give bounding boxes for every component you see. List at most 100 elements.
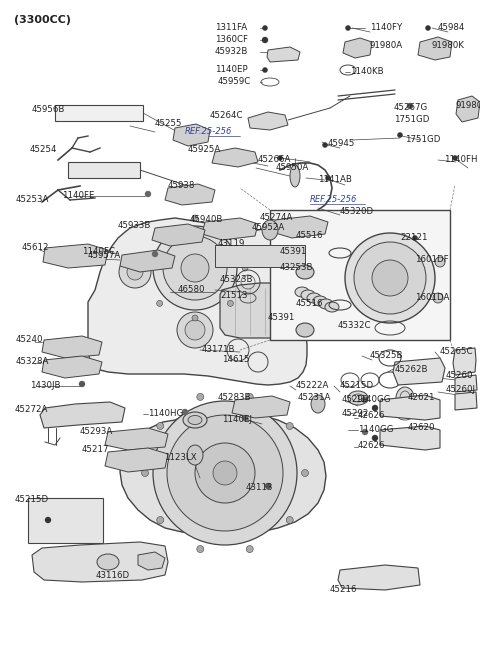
Circle shape [433, 293, 443, 303]
Text: 45933B: 45933B [118, 221, 151, 230]
Text: 45272A: 45272A [15, 406, 48, 415]
Text: 45320D: 45320D [340, 208, 374, 217]
Text: 45253A: 45253A [16, 195, 49, 204]
Circle shape [246, 545, 253, 553]
Text: 21513: 21513 [220, 292, 248, 300]
Text: 45283B: 45283B [218, 393, 252, 402]
Polygon shape [380, 426, 440, 450]
Circle shape [262, 37, 268, 43]
Circle shape [263, 67, 267, 72]
Polygon shape [232, 396, 290, 418]
Circle shape [119, 256, 151, 288]
Circle shape [397, 133, 403, 138]
Circle shape [435, 257, 445, 267]
Circle shape [346, 25, 350, 30]
Circle shape [163, 236, 227, 300]
Text: 45216: 45216 [330, 586, 358, 595]
Ellipse shape [290, 165, 300, 187]
Ellipse shape [295, 287, 309, 297]
Circle shape [362, 429, 368, 435]
Text: 43116D: 43116D [96, 571, 130, 580]
Ellipse shape [188, 415, 202, 424]
Ellipse shape [296, 323, 314, 337]
Text: 45267G: 45267G [394, 104, 428, 113]
Text: 43171B: 43171B [202, 345, 236, 355]
Ellipse shape [313, 296, 327, 306]
Circle shape [127, 264, 143, 280]
Circle shape [167, 415, 283, 531]
Polygon shape [138, 552, 165, 570]
Ellipse shape [187, 445, 203, 465]
Text: 45215D: 45215D [15, 496, 49, 505]
Text: 45957A: 45957A [88, 252, 121, 261]
Bar [215, 245, 305, 267]
Text: 43113: 43113 [246, 483, 274, 492]
Polygon shape [220, 283, 310, 338]
Circle shape [412, 236, 418, 241]
Circle shape [425, 25, 431, 30]
Text: 45260J: 45260J [446, 386, 476, 395]
Text: 45516: 45516 [296, 230, 324, 239]
Circle shape [181, 254, 209, 282]
Ellipse shape [296, 265, 314, 279]
Text: 1311FA: 1311FA [215, 23, 247, 32]
Text: 45266A: 45266A [258, 155, 291, 164]
Polygon shape [455, 375, 477, 392]
Text: 45255: 45255 [155, 120, 182, 129]
Polygon shape [456, 96, 480, 122]
Circle shape [156, 300, 163, 307]
Ellipse shape [97, 554, 119, 570]
Text: 91980K: 91980K [432, 41, 465, 50]
Text: 1140EP: 1140EP [215, 65, 248, 74]
Polygon shape [380, 395, 440, 420]
Polygon shape [453, 348, 476, 375]
Circle shape [197, 545, 204, 553]
Text: 1751GD: 1751GD [394, 116, 430, 124]
Circle shape [453, 155, 457, 160]
Polygon shape [267, 47, 300, 62]
Polygon shape [120, 250, 175, 272]
Text: 1360CF: 1360CF [215, 36, 248, 45]
Circle shape [323, 142, 327, 148]
Circle shape [242, 265, 248, 271]
Polygon shape [105, 448, 168, 472]
Text: 45516: 45516 [296, 300, 324, 309]
Text: 1140FC: 1140FC [82, 248, 115, 256]
Ellipse shape [325, 302, 339, 312]
Bar [68, 162, 140, 178]
Text: 45293A: 45293A [80, 428, 113, 437]
Circle shape [185, 320, 205, 340]
Circle shape [213, 461, 237, 485]
Text: 1141AB: 1141AB [318, 175, 352, 184]
Text: 45260: 45260 [446, 371, 473, 380]
Circle shape [345, 233, 435, 323]
Text: 45612: 45612 [22, 243, 49, 252]
Text: 45950A: 45950A [276, 164, 309, 173]
Circle shape [301, 470, 309, 476]
Text: 45956B: 45956B [32, 105, 65, 115]
Circle shape [277, 155, 283, 160]
Text: 43119: 43119 [218, 239, 245, 248]
Text: 45217: 45217 [82, 446, 109, 454]
Text: 1751GD: 1751GD [405, 135, 440, 144]
Text: 1601DA: 1601DA [415, 294, 449, 303]
Text: 45215D: 45215D [340, 380, 374, 389]
Text: 1140GG: 1140GG [355, 395, 391, 404]
Circle shape [153, 401, 297, 545]
Text: 45391: 45391 [280, 248, 307, 256]
Text: 45240: 45240 [16, 336, 44, 344]
Text: 91980L: 91980L [456, 100, 480, 109]
Polygon shape [88, 212, 318, 385]
Text: 45222A: 45222A [296, 380, 329, 389]
Polygon shape [152, 224, 205, 246]
Text: 1601DF: 1601DF [415, 256, 449, 265]
Circle shape [157, 516, 164, 523]
Circle shape [177, 312, 213, 348]
Circle shape [407, 103, 413, 109]
Text: REF.25-256: REF.25-256 [185, 127, 232, 137]
Circle shape [263, 25, 267, 30]
Text: 43253B: 43253B [280, 263, 313, 272]
Circle shape [265, 483, 271, 489]
Circle shape [195, 443, 255, 503]
Polygon shape [343, 38, 372, 58]
